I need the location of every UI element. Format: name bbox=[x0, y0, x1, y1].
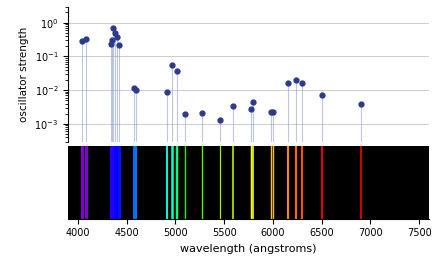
Y-axis label: oscillator strength: oscillator strength bbox=[19, 26, 29, 122]
X-axis label: wavelength (angstroms): wavelength (angstroms) bbox=[180, 244, 317, 254]
